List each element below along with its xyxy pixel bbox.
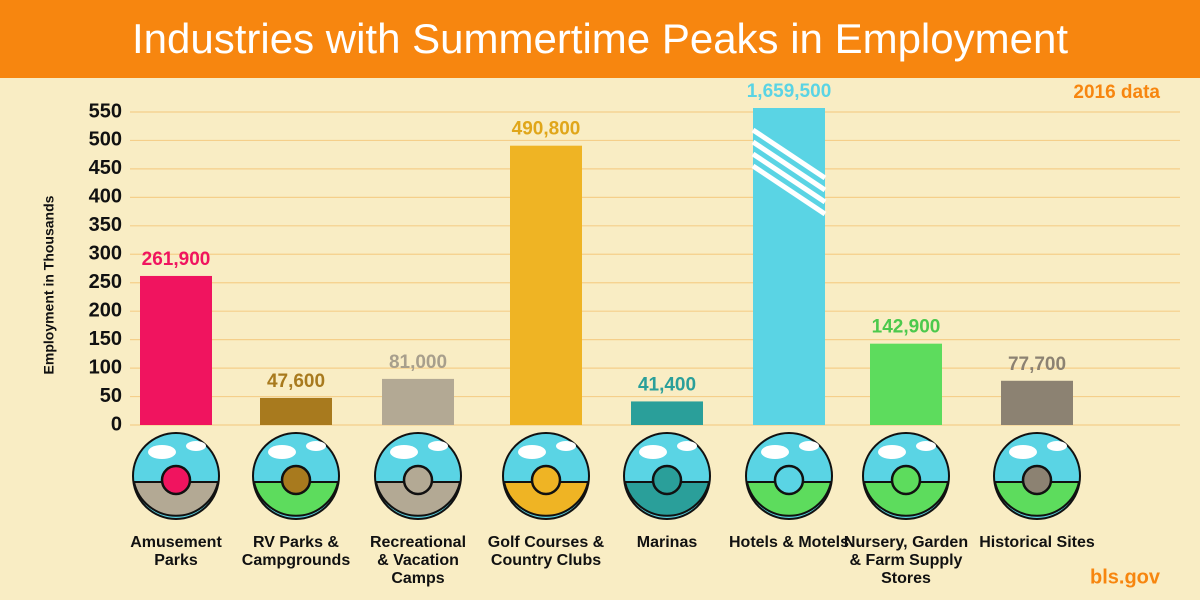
chart-title: Industries with Summertime Peaks in Empl…: [132, 15, 1068, 62]
icon-cloud: [761, 445, 789, 459]
icon-object: [651, 464, 683, 496]
value-label: 47,600: [267, 371, 325, 392]
y-axis-label: Employment in Thousands: [41, 195, 57, 374]
icon-object: [1021, 464, 1053, 496]
icon-ground: [862, 481, 950, 517]
icon-cloud: [639, 445, 667, 459]
icon-cloud: [306, 441, 326, 451]
category-label: Nursery, Garden & Farm Supply Stores: [843, 534, 969, 587]
icon-cloud: [518, 445, 546, 459]
icon-cloud: [1009, 445, 1037, 459]
title-bar: [0, 0, 1200, 78]
icon-object: [280, 464, 312, 496]
value-label: 490,800: [512, 119, 581, 140]
icon-cloud: [186, 441, 206, 451]
value-label: 41,400: [638, 374, 696, 395]
icon-cloud: [799, 441, 819, 451]
category-icon: [374, 432, 462, 520]
category-icon: [745, 432, 833, 520]
icon-ground: [374, 481, 462, 517]
icon-cloud: [428, 441, 448, 451]
category-label: Marinas: [636, 534, 698, 551]
icon-cloud: [556, 441, 576, 451]
icon-object: [530, 464, 562, 496]
category-icon: [623, 432, 711, 520]
category-label: Hotels & Motels: [729, 534, 850, 551]
y-tick-label: 350: [89, 214, 122, 236]
y-tick-label: 100: [89, 356, 122, 378]
bar: [1001, 380, 1073, 425]
bar: [870, 343, 942, 425]
grid: [130, 111, 1180, 426]
icon-cloud: [878, 445, 906, 459]
y-tick-label: 0: [111, 413, 122, 435]
axis-break: [751, 139, 827, 193]
icon-ground: [252, 481, 340, 517]
icon-cloud: [268, 445, 296, 459]
bar: [140, 275, 212, 425]
bar: [510, 145, 582, 425]
source: bls.gov: [1090, 566, 1161, 588]
y-tick-label: 550: [89, 100, 122, 122]
subtitle: 2016 data: [1073, 82, 1160, 103]
icon-ground: [502, 481, 590, 517]
axis-break: [751, 163, 827, 217]
value-label: 261,900: [142, 249, 211, 270]
axis-break: [751, 151, 827, 205]
icon-cloud: [916, 441, 936, 451]
category-label: RV Parks & Campgrounds: [241, 534, 351, 569]
icon-cloud: [148, 445, 176, 459]
category-icon: [862, 432, 950, 520]
value-label: 77,700: [1008, 354, 1066, 375]
icon-ground: [745, 481, 833, 517]
value-label: 1,659,500: [747, 81, 832, 102]
bar: [260, 397, 332, 425]
icon-object: [160, 464, 192, 496]
y-tick-label: 50: [100, 385, 122, 407]
y-tick-label: 300: [89, 243, 122, 265]
bar: [631, 401, 703, 425]
category-icon: [252, 432, 340, 520]
icon-cloud: [1047, 441, 1067, 451]
y-tick-label: 200: [89, 299, 122, 321]
icon-cloud: [390, 445, 418, 459]
value-label: 81,000: [389, 352, 447, 373]
category-label: Historical Sites: [979, 534, 1095, 551]
y-tick-label: 150: [89, 328, 122, 350]
icon-object: [773, 464, 805, 496]
category-label: Recreational & Vacation Camps: [369, 534, 467, 587]
axis-break: [751, 127, 827, 181]
y-tick-label: 450: [89, 157, 122, 179]
category-label: Amusement Parks: [130, 534, 222, 569]
icon-object: [402, 464, 434, 496]
category-label: Golf Courses & Country Clubs: [487, 534, 605, 569]
y-tick-label: 250: [89, 271, 122, 293]
y-tick-label: 400: [89, 186, 122, 208]
value-label: 142,900: [872, 317, 941, 338]
y-tick-label: 500: [89, 129, 122, 151]
category-icon: [993, 432, 1081, 520]
icon-ground: [623, 481, 711, 517]
icon-object: [890, 464, 922, 496]
icon-ground: [132, 481, 220, 517]
icon-cloud: [677, 441, 697, 451]
bar: [382, 378, 454, 425]
icon-ground: [993, 481, 1081, 517]
category-icon: [132, 432, 220, 520]
category-icon: [502, 432, 590, 520]
